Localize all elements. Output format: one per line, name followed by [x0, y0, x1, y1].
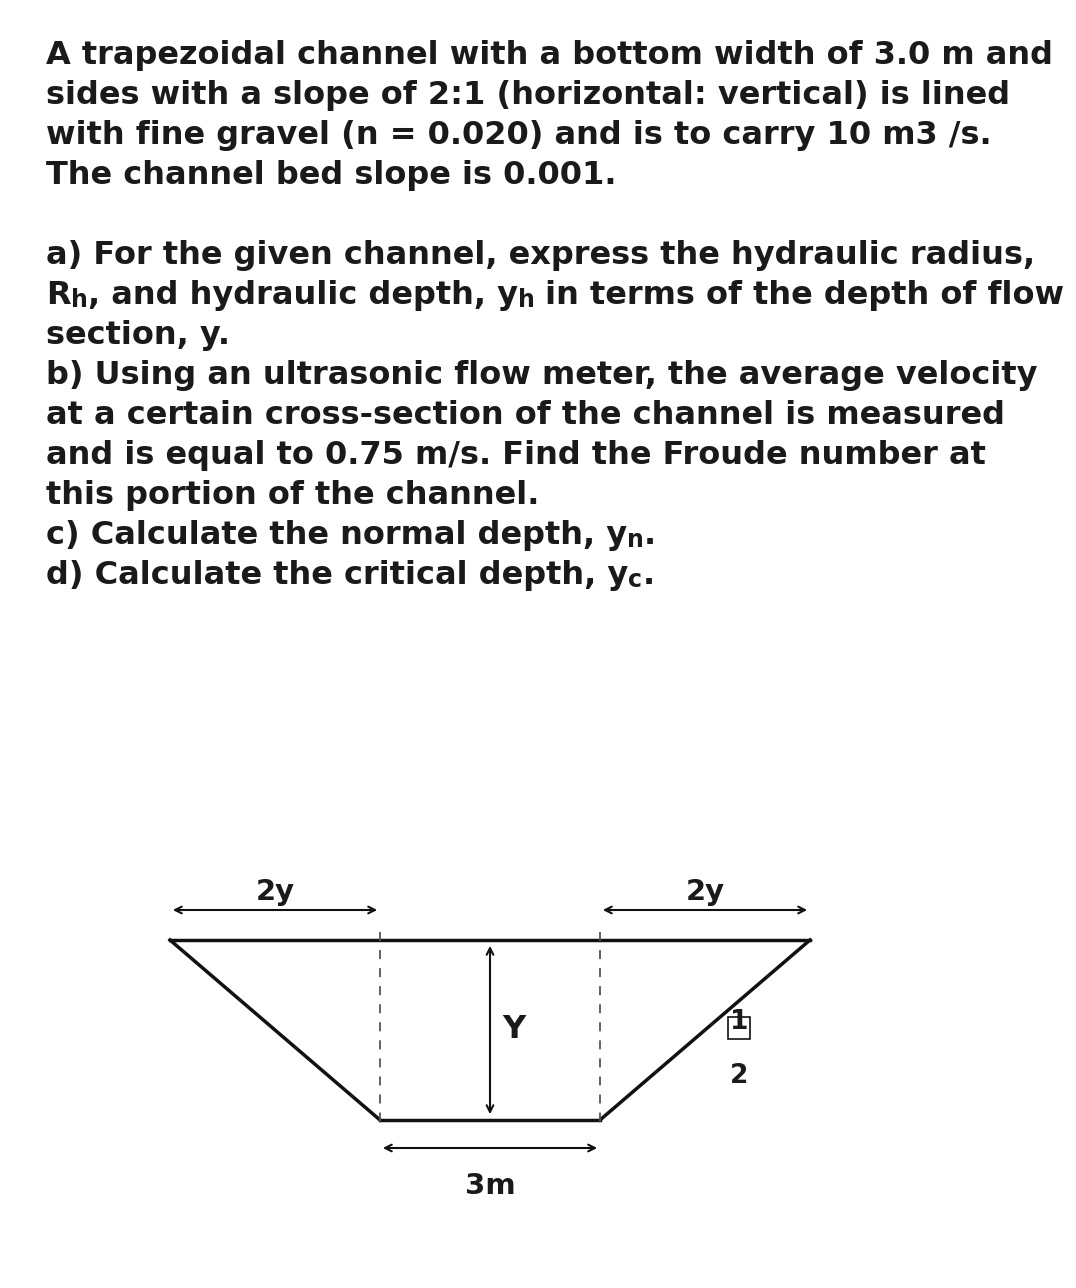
Bar: [728, 1018, 750, 1039]
Text: .: .: [645, 520, 656, 551]
Text: n: n: [627, 528, 645, 553]
Text: c: c: [628, 568, 642, 592]
Text: 3m: 3m: [465, 1172, 515, 1200]
Text: h: h: [71, 289, 87, 312]
Text: with fine gravel (n = 0.020) and is to carry 10 m3 /s.: with fine gravel (n = 0.020) and is to c…: [46, 120, 992, 151]
Text: in terms of the depth of flow: in terms of the depth of flow: [535, 279, 1064, 310]
Text: 2y: 2y: [255, 878, 295, 905]
Text: section, y.: section, y.: [46, 319, 230, 352]
Text: this portion of the channel.: this portion of the channel.: [46, 480, 539, 511]
Text: , and hydraulic depth, y: , and hydraulic depth, y: [87, 279, 518, 310]
Text: d) Calculate the critical depth, y: d) Calculate the critical depth, y: [46, 560, 628, 591]
Text: h: h: [518, 289, 535, 312]
Text: 2y: 2y: [685, 878, 724, 905]
Text: 2: 2: [730, 1063, 748, 1088]
Text: a) For the given channel, express the hydraulic radius,: a) For the given channel, express the hy…: [46, 240, 1035, 270]
Text: 1: 1: [730, 1009, 748, 1036]
Text: A trapezoidal channel with a bottom width of 3.0 m and: A trapezoidal channel with a bottom widt…: [46, 40, 1053, 71]
Text: at a certain cross-section of the channel is measured: at a certain cross-section of the channe…: [46, 401, 1005, 431]
Text: The channel bed slope is 0.001.: The channel bed slope is 0.001.: [46, 160, 617, 191]
Text: c) Calculate the normal depth, y: c) Calculate the normal depth, y: [46, 520, 627, 551]
Text: sides with a slope of 2:1 (horizontal: vertical) is lined: sides with a slope of 2:1 (horizontal: v…: [46, 80, 1010, 111]
Text: and is equal to 0.75 m/s. Find the Froude number at: and is equal to 0.75 m/s. Find the Froud…: [46, 440, 986, 471]
Text: .: .: [642, 560, 654, 591]
Text: b) Using an ultrasonic flow meter, the average velocity: b) Using an ultrasonic flow meter, the a…: [46, 361, 1037, 392]
Text: Y: Y: [502, 1015, 525, 1046]
Text: R: R: [46, 279, 71, 310]
